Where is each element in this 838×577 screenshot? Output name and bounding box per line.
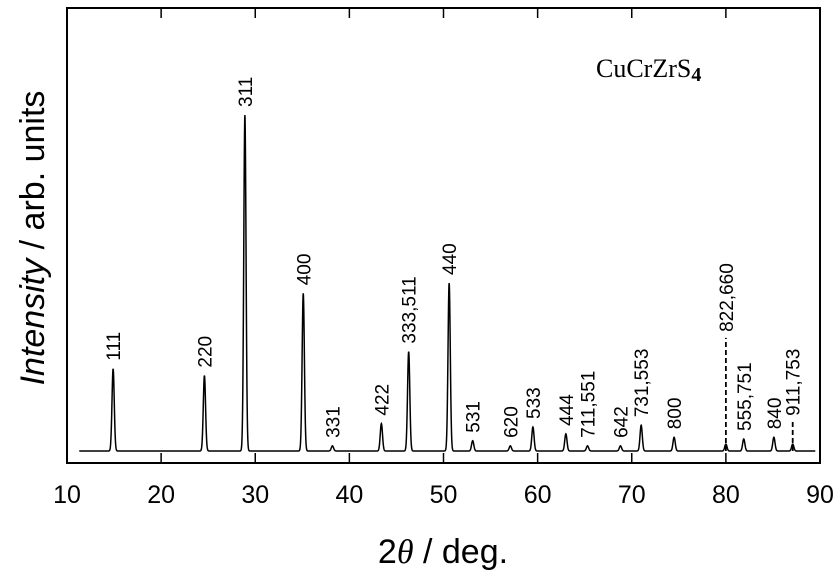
x-axis-ticks: 10 20 30 40 50 60 70 80 90 xyxy=(53,8,834,509)
x-tick-label: 90 xyxy=(806,481,834,509)
peak-label: 331 xyxy=(323,406,344,438)
peak-label: 333,511 xyxy=(400,276,421,343)
peak-label: 533 xyxy=(524,387,545,419)
x-tick-label: 10 xyxy=(53,481,81,509)
peak-label: 400 xyxy=(294,254,315,286)
x-tick-label: 50 xyxy=(430,481,458,509)
peak-label: 531 xyxy=(464,401,485,433)
peak-label: 444 xyxy=(557,394,578,426)
x-tick-label: 60 xyxy=(524,481,552,509)
peak-label: 220 xyxy=(195,336,216,368)
diffraction-pattern-line xyxy=(79,114,816,452)
peak-label: 440 xyxy=(440,243,461,275)
dashed-marker-label: 822,660 xyxy=(717,263,738,332)
dashed-markers: 822,660 911,753 xyxy=(717,263,805,451)
plot-frame xyxy=(66,7,821,464)
peak-label: 711,551 xyxy=(579,371,600,438)
peak-label: 555,751 xyxy=(735,362,756,431)
compound-label: CuCrZrS4 xyxy=(596,54,701,86)
x-tick-label: 30 xyxy=(241,481,269,509)
x-axis-title: 2θ / deg. xyxy=(378,533,508,571)
dashed-marker-label: 911,753 xyxy=(784,349,805,416)
y-axis-title: Intensity / arb. units xyxy=(14,91,52,386)
peak-label: 800 xyxy=(665,398,686,430)
x-tick-label: 80 xyxy=(712,481,740,509)
peak-label: 422 xyxy=(372,384,393,416)
peak-label: 111 xyxy=(104,332,125,361)
peak-label: 311 xyxy=(236,77,257,107)
x-tick-label: 70 xyxy=(618,481,646,509)
x-tick-label: 40 xyxy=(335,481,363,509)
peak-label: 840 xyxy=(765,398,786,430)
peak-label: 642 xyxy=(612,406,633,438)
peak-label: 620 xyxy=(501,406,522,438)
x-tick-label: 20 xyxy=(147,481,175,509)
peak-label: 731,553 xyxy=(632,349,653,418)
